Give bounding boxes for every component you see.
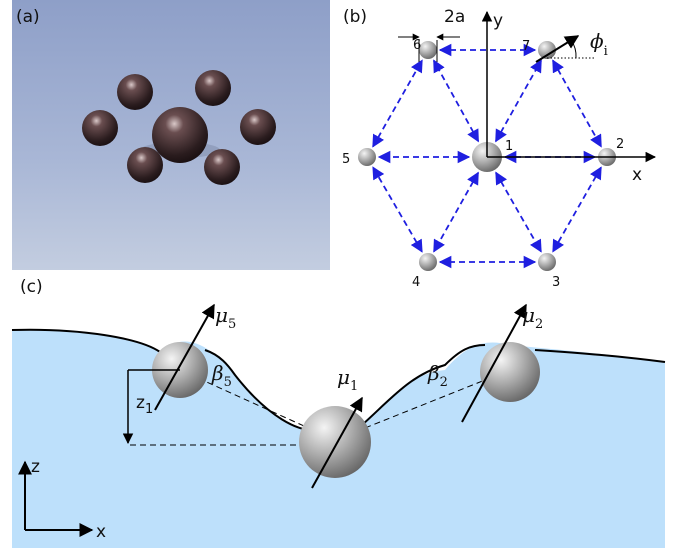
link — [553, 60, 601, 146]
axis-label: z — [31, 457, 40, 477]
subscript: 5 — [228, 317, 236, 332]
subscript: 5 — [224, 375, 232, 390]
symbol: μ — [522, 303, 535, 327]
symbol-label: μ1 — [337, 365, 358, 394]
node-label: 3 — [552, 275, 560, 290]
panel-label: (c) — [20, 277, 43, 297]
node-label: 7 — [522, 39, 530, 54]
angle-label: ϕi — [590, 29, 608, 59]
subscript: 1 — [350, 379, 358, 394]
particle — [299, 406, 371, 478]
symbol: β — [427, 361, 440, 385]
axis-label: y — [493, 11, 503, 31]
node-label: 5 — [342, 152, 350, 167]
spacing-label: 2a — [444, 7, 465, 27]
link — [373, 60, 422, 146]
panel-label: (b) — [343, 7, 367, 27]
symbol-label: μ5 — [215, 303, 236, 332]
symbol-label: μ2 — [522, 303, 543, 332]
axis-label: x — [96, 522, 106, 542]
link — [434, 173, 478, 252]
particle — [358, 148, 376, 166]
symbol: β — [211, 361, 224, 385]
photo — [12, 0, 330, 270]
node-label: 4 — [412, 275, 420, 290]
node-label: 1 — [505, 139, 513, 154]
particle — [419, 41, 437, 59]
network: 1 2 3 4 5 6 7 — [342, 38, 624, 290]
subscript: 2 — [440, 375, 448, 390]
node-label: 2 — [616, 137, 624, 152]
axis-label: x — [632, 165, 642, 185]
particle — [538, 253, 556, 271]
symbol: ϕ — [590, 29, 604, 53]
subscript: 1 — [145, 402, 153, 417]
particle — [419, 253, 437, 271]
link — [496, 173, 541, 252]
link — [434, 61, 479, 142]
subscript: 2 — [535, 317, 543, 332]
link — [553, 167, 601, 251]
symbol: μ — [337, 365, 350, 389]
symbol: z — [136, 393, 145, 413]
node-label: 6 — [413, 38, 421, 53]
figure: (a) (b) 1234567 y x 2a ϕi (c) z1 μ5μ1μ2β… — [0, 0, 678, 548]
subscript: i — [604, 44, 608, 59]
link — [496, 60, 541, 141]
link — [373, 167, 422, 251]
symbol: μ — [215, 303, 228, 327]
panel-label: (a) — [16, 7, 40, 27]
